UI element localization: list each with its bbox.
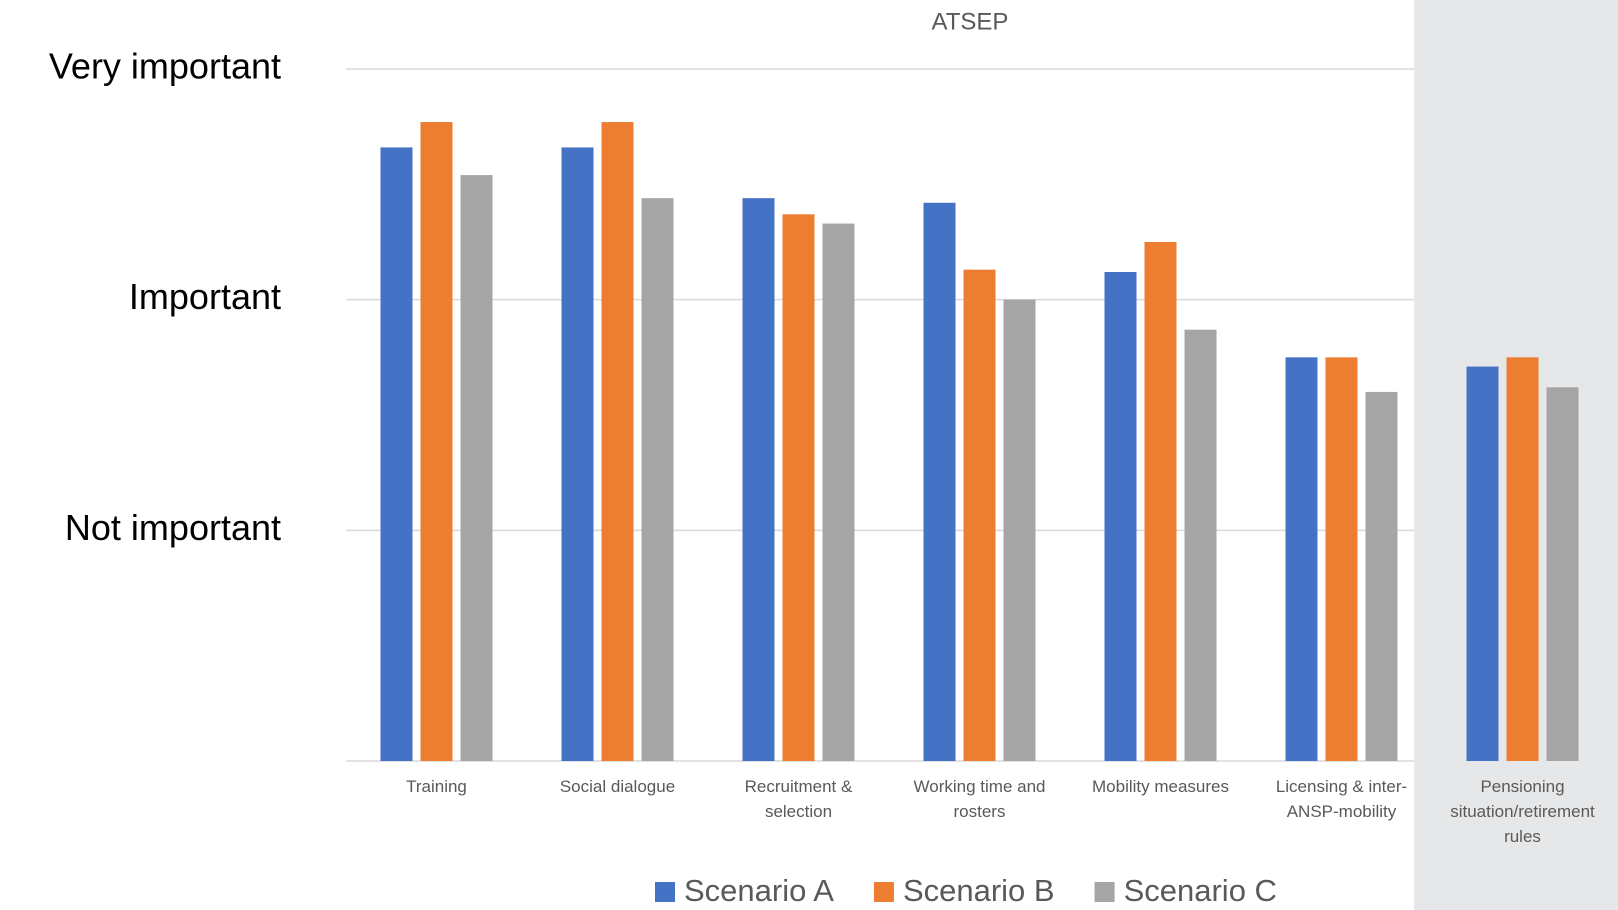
legend-swatch bbox=[655, 882, 675, 902]
bar bbox=[1003, 299, 1036, 761]
bar bbox=[822, 223, 855, 762]
bar bbox=[923, 202, 956, 761]
x-tick-label: Working time and rosters bbox=[913, 777, 1046, 821]
bar bbox=[380, 147, 413, 762]
bar bbox=[1144, 242, 1177, 761]
bar bbox=[782, 214, 815, 761]
bar bbox=[641, 198, 674, 761]
bar bbox=[1546, 387, 1579, 761]
bar bbox=[963, 269, 996, 761]
legend-label: Scenario A bbox=[684, 873, 834, 908]
x-tick-label: Licensing & inter-ANSP-mobility bbox=[1275, 777, 1408, 821]
x-tick-label: Recruitment & selection bbox=[744, 777, 853, 821]
legend-swatch bbox=[1094, 882, 1115, 902]
bar bbox=[1506, 357, 1539, 761]
bar bbox=[1325, 357, 1358, 761]
bar bbox=[1466, 366, 1499, 761]
x-tick-label: Mobility measures bbox=[1092, 777, 1229, 796]
bar bbox=[742, 198, 775, 761]
bar bbox=[561, 147, 594, 762]
x-tick-label: Training bbox=[406, 777, 467, 796]
bar bbox=[1365, 391, 1398, 761]
y-tick-label: Important bbox=[129, 276, 281, 317]
bar bbox=[420, 122, 453, 761]
bar bbox=[1104, 271, 1137, 761]
bar bbox=[1184, 329, 1217, 761]
bar bbox=[460, 175, 493, 761]
chart-title: ATSEP bbox=[932, 8, 1009, 35]
bar bbox=[1285, 357, 1318, 761]
bar bbox=[601, 122, 634, 761]
legend-label: Scenario C bbox=[1124, 873, 1277, 908]
legend-label: Scenario B bbox=[903, 873, 1055, 908]
y-tick-label: Not important bbox=[65, 507, 281, 548]
legend-swatch bbox=[873, 882, 894, 902]
y-tick-label: Very important bbox=[49, 46, 281, 87]
x-tick-label: Pensioning situation/retirement rules bbox=[1450, 777, 1595, 846]
x-tick-label: Social dialogue bbox=[559, 777, 676, 796]
